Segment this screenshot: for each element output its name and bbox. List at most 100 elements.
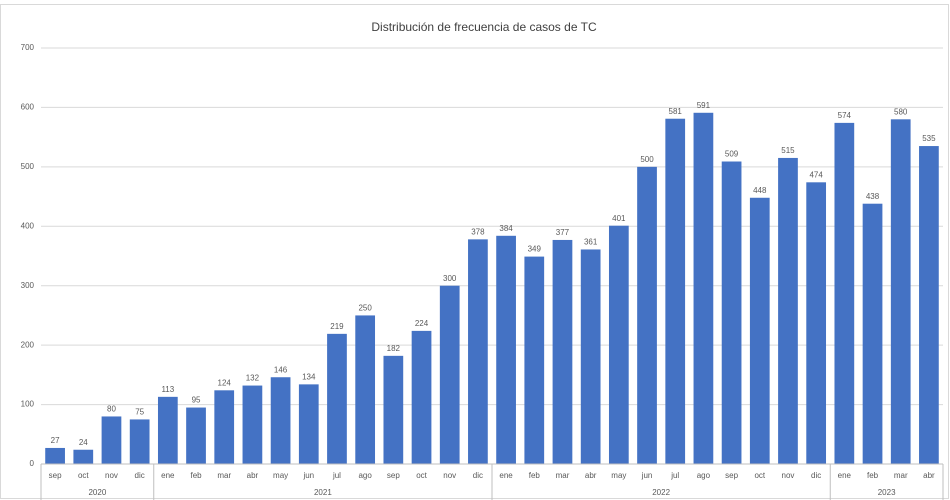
bar [890, 119, 911, 465]
bar [101, 416, 122, 464]
bar [73, 449, 94, 464]
value-label: 24 [79, 438, 88, 447]
x-tick-label: oct [754, 471, 765, 480]
x-tick-label: nov [105, 471, 118, 480]
bar [919, 146, 939, 465]
value-label: 509 [725, 150, 739, 159]
bar [411, 330, 432, 464]
value-label: 377 [556, 228, 570, 237]
value-label: 300 [443, 274, 457, 283]
value-label: 146 [274, 365, 288, 374]
bar [242, 385, 263, 464]
value-label: 535 [922, 134, 936, 143]
value-label: 132 [246, 374, 260, 383]
bar [468, 239, 488, 464]
x-tick-label: may [273, 471, 288, 480]
x-tick-label: ene [161, 471, 175, 480]
y-tick-label: 300 [21, 281, 35, 290]
y-tick-label: 700 [21, 43, 35, 52]
bar [383, 355, 404, 464]
bar [327, 333, 347, 464]
value-label: 95 [192, 396, 201, 405]
value-label: 349 [528, 245, 542, 254]
value-label: 384 [499, 224, 513, 233]
x-tick-label: mar [894, 471, 908, 480]
bar [298, 384, 319, 464]
x-tick-label: oct [416, 471, 427, 480]
value-label: 438 [866, 192, 880, 201]
value-label: 75 [135, 408, 144, 417]
x-tick-label: oct [78, 471, 89, 480]
x-tick-label: abr [585, 471, 597, 480]
group-label: 2021 [314, 488, 332, 497]
value-label: 515 [781, 146, 795, 155]
x-tick-label: ago [697, 471, 711, 480]
bar [496, 235, 516, 464]
value-label: 378 [471, 227, 485, 236]
x-tick-label: sep [387, 471, 400, 480]
value-label: 361 [584, 238, 598, 247]
value-label: 113 [161, 385, 174, 394]
value-label: 474 [809, 170, 823, 179]
bar [580, 249, 601, 464]
value-label: 500 [640, 155, 654, 164]
value-label: 124 [218, 378, 232, 387]
x-tick-label: feb [529, 471, 541, 480]
bar [834, 122, 855, 464]
bar [439, 285, 460, 464]
x-tick-label: may [611, 471, 626, 480]
x-tick-label: abr [247, 471, 259, 480]
value-label: 219 [330, 322, 344, 331]
group-label: 2023 [878, 488, 896, 497]
x-tick-label: feb [190, 471, 202, 480]
value-label: 574 [838, 111, 852, 120]
bar [608, 225, 629, 464]
x-tick-label: ene [838, 471, 852, 480]
value-label: 27 [51, 436, 60, 445]
x-tick-label: dic [811, 471, 821, 480]
y-tick-label: 0 [30, 459, 35, 468]
x-tick-label: nov [443, 471, 456, 480]
x-tick-label: jun [641, 471, 653, 480]
x-tick-label: nov [782, 471, 795, 480]
chart-title: Distribución de frecuencia de casos de T… [371, 20, 597, 34]
x-tick-label: feb [867, 471, 879, 480]
bar [862, 203, 883, 464]
bar [749, 197, 770, 464]
bar [721, 161, 742, 464]
x-tick-label: ene [499, 471, 513, 480]
bar [186, 407, 206, 464]
bar [270, 377, 291, 464]
x-tick-label: jun [302, 471, 314, 480]
x-tick-label: dic [473, 471, 483, 480]
bar [45, 447, 65, 464]
bar [552, 239, 573, 464]
bar [693, 112, 714, 464]
value-label: 591 [697, 101, 711, 110]
y-tick-label: 100 [21, 400, 35, 409]
x-tick-label: mar [217, 471, 231, 480]
y-tick-label: 500 [21, 162, 35, 171]
value-label: 448 [753, 186, 767, 195]
value-label: 581 [669, 107, 683, 116]
x-tick-label: sep [725, 471, 738, 480]
bar [214, 390, 235, 464]
group-label: 2022 [652, 488, 670, 497]
x-tick-label: jul [332, 471, 341, 480]
x-tick-label: dic [135, 471, 145, 480]
x-tick-label: abr [923, 471, 935, 480]
bar [129, 419, 150, 464]
value-label: 250 [358, 304, 372, 313]
x-tick-label: ago [358, 471, 372, 480]
bar [778, 157, 798, 464]
bar [637, 166, 657, 464]
value-label: 134 [302, 372, 316, 381]
group-label: 2020 [88, 488, 106, 497]
bar [157, 396, 178, 464]
value-label: 401 [612, 214, 626, 223]
bar [665, 118, 686, 464]
bar [355, 315, 376, 464]
x-tick-label: jul [670, 471, 679, 480]
value-label: 224 [415, 319, 429, 328]
